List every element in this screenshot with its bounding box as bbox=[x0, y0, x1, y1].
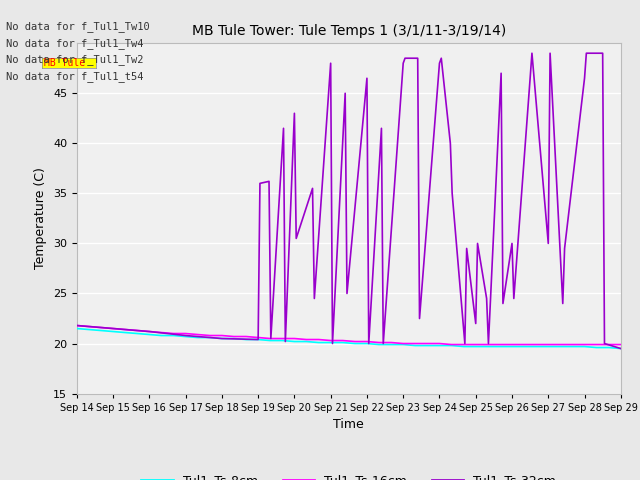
Text: No data for f_Tul1_t54: No data for f_Tul1_t54 bbox=[6, 71, 144, 82]
Text: No data for f_Tul1_Tw2: No data for f_Tul1_Tw2 bbox=[6, 54, 144, 65]
Legend: Tul1_Ts-8cm, Tul1_Ts-16cm, Tul1_Ts-32cm: Tul1_Ts-8cm, Tul1_Ts-16cm, Tul1_Ts-32cm bbox=[136, 469, 561, 480]
Title: MB Tule Tower: Tule Temps 1 (3/1/11-3/19/14): MB Tule Tower: Tule Temps 1 (3/1/11-3/19… bbox=[191, 24, 506, 38]
Text: No data for f_Tul1_Tw10: No data for f_Tul1_Tw10 bbox=[6, 21, 150, 32]
X-axis label: Time: Time bbox=[333, 418, 364, 431]
Y-axis label: Temperature (C): Temperature (C) bbox=[35, 168, 47, 269]
Text: MB Tule: MB Tule bbox=[44, 58, 86, 68]
Text: No data for f_Tul1_Tw4: No data for f_Tul1_Tw4 bbox=[6, 37, 144, 48]
